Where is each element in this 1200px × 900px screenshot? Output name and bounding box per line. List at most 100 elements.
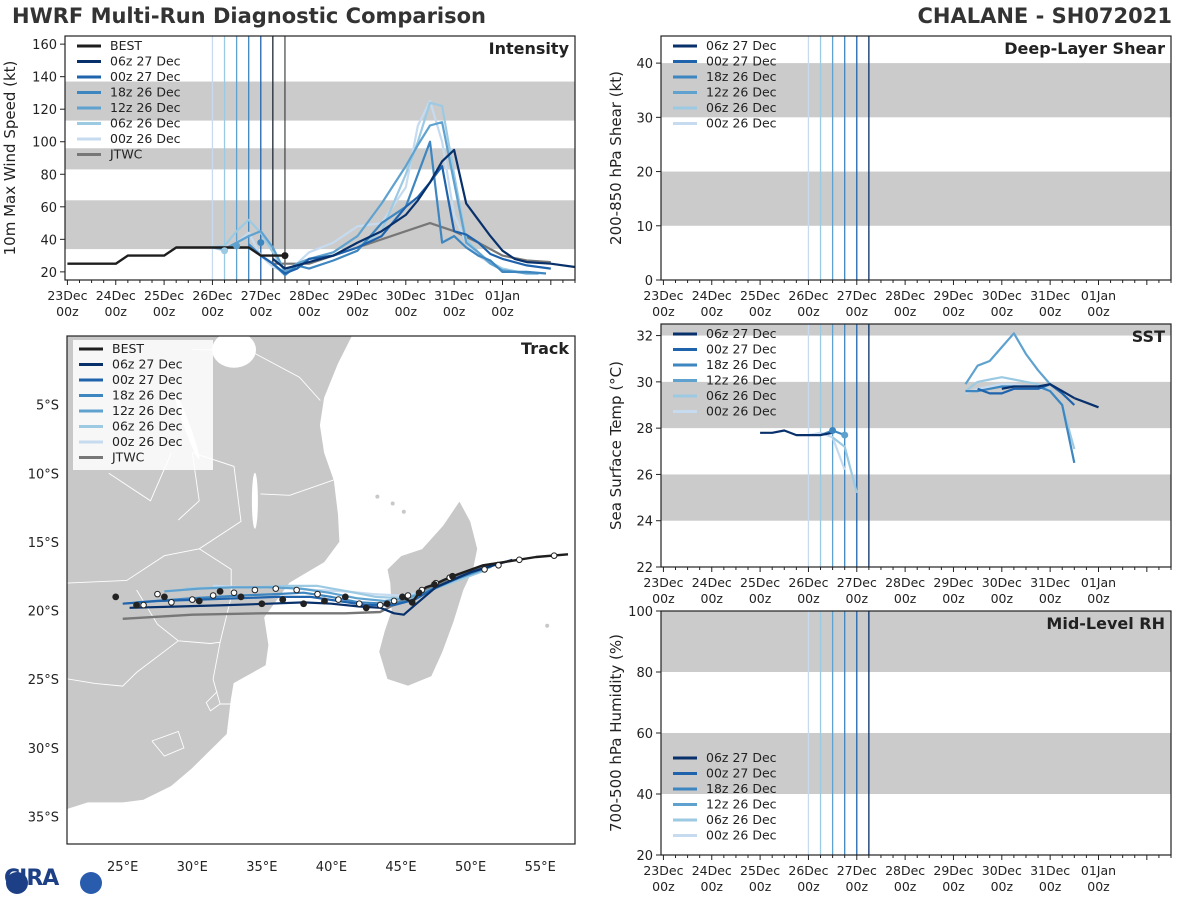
rh-legend-label: 06z 27 Dec <box>706 750 777 765</box>
shear-xtick-label: 00z <box>894 304 917 319</box>
intensity-xtick-label: 26Dec <box>192 288 232 303</box>
sst-series-line <box>831 436 858 494</box>
track-legend-label: 00z 27 Dec <box>112 372 183 387</box>
sst-panel: 22242628303223Dec00z24Dec00z25Dec00z26De… <box>607 323 1172 606</box>
country-border <box>205 691 221 712</box>
intensity-ytick-label: 40 <box>40 233 57 248</box>
intensity-xtick-label: 00z <box>153 304 176 319</box>
country-border <box>212 642 232 705</box>
country-border <box>151 730 185 757</box>
sst-legend-label: 06z 26 Dec <box>706 388 777 403</box>
shear-xtick-label: 30Dec <box>982 288 1022 303</box>
track-legend-label: BEST <box>112 341 144 356</box>
sst-ylabel: Sea Surface Temp (°C) <box>607 361 625 530</box>
sst-xtick-label: 00z <box>894 591 917 606</box>
sst-xtick-label: 01Jan <box>1081 575 1116 590</box>
track-filled-marker <box>415 589 423 597</box>
rh-ytick-label: 20 <box>636 849 653 864</box>
rh-legend-label: 06z 26 Dec <box>706 812 777 827</box>
intensity-legend-label: BEST <box>110 38 142 53</box>
track-title: Track <box>521 339 569 358</box>
shear-legend-label: 12z 26 Dec <box>706 85 777 100</box>
rh-ytick-label: 40 <box>636 788 653 803</box>
rh-legend-label: 00z 27 Dec <box>706 766 777 781</box>
shear-xtick-label: 00z <box>701 304 724 319</box>
intensity-legend-label: 18z 26 Dec <box>110 85 181 100</box>
shear-title: Deep-Layer Shear <box>1004 39 1165 58</box>
track-xtick-label: 35°E <box>246 860 277 875</box>
intensity-ytick-label: 60 <box>40 201 57 216</box>
rh-xtick-label: 00z <box>894 879 917 894</box>
shear-ytick-label: 40 <box>636 57 653 72</box>
intensity-xtick-label: 29Dec <box>337 288 377 303</box>
cira-logo-mark <box>6 872 102 894</box>
rh-xtick-label: 00z <box>1039 879 1062 894</box>
sst-xtick-label: 00z <box>991 591 1014 606</box>
rh-xtick-label: 00z <box>701 879 724 894</box>
intensity-legend-label: JTWC <box>109 147 143 162</box>
track-legend-label: 12z 26 Dec <box>112 403 183 418</box>
intensity-best-point <box>281 252 289 260</box>
intensity-ylabel: 10m Max Wind Speed (kt) <box>1 61 19 256</box>
track-open-marker <box>209 592 217 599</box>
sst-legend-label: 00z 27 Dec <box>706 342 777 357</box>
sst-legend-label: 00z 26 Dec <box>706 404 777 419</box>
track-panel: 25°E 30°E 35°E 40°E 45°E 50°E 55°E 5°S 10°S 15°S 2… <box>28 335 576 875</box>
sst-xtick-label: 00z <box>1039 591 1062 606</box>
intensity-ytick-label: 160 <box>32 38 57 53</box>
sst-xtick-label: 31Dec <box>1030 575 1070 590</box>
country-border <box>192 349 321 401</box>
intensity-legend-label: 00z 27 Dec <box>110 69 181 84</box>
shear-xtick-label: 25Dec <box>740 288 780 303</box>
track-filled-marker <box>362 604 370 612</box>
track-filled-marker <box>237 593 245 601</box>
intensity-xtick-label: 00z <box>56 304 79 319</box>
rh-legend-label: 00z 26 Dec <box>706 828 777 843</box>
rh-xtick-label: 00z <box>942 879 965 894</box>
rh-ytick-label: 80 <box>636 666 653 681</box>
rh-xtick-label: 01Jan <box>1081 863 1116 878</box>
shear-band <box>661 63 1171 118</box>
shear-xtick-label: 29Dec <box>933 288 973 303</box>
track-open-marker <box>251 586 259 594</box>
rh-xtick-label: 23Dec <box>643 863 683 878</box>
shear-band <box>661 171 1171 226</box>
rh-xtick-label: 28Dec <box>885 863 925 878</box>
rh-ylabel: 700-500 hPa Humidity (%) <box>607 634 625 832</box>
sst-xtick-label: 30Dec <box>982 575 1022 590</box>
island <box>390 501 395 506</box>
track-xtick-label: 25°E <box>107 860 138 875</box>
track-xtick-label: 30°E <box>177 860 208 875</box>
globe-icon <box>6 872 28 894</box>
intensity-ytick-label: 20 <box>40 266 57 281</box>
track-open-marker <box>355 600 363 608</box>
sst-title: SST <box>1132 327 1165 346</box>
sst-xtick-label: 25Dec <box>740 575 780 590</box>
shear-ytick-label: 10 <box>636 220 653 235</box>
intensity-xtick-label: 00z <box>346 304 369 319</box>
intensity-xtick-label: 27Dec <box>241 288 281 303</box>
sst-xtick-label: 00z <box>652 591 675 606</box>
sst-legend-label: 06z 27 Dec <box>706 326 777 341</box>
shear-xtick-label: 00z <box>652 304 675 319</box>
shear-panel: 01020304023Dec00z24Dec00z25Dec00z26Dec00… <box>607 35 1172 319</box>
track-open-marker <box>272 585 280 592</box>
sst-ytick-label: 28 <box>636 422 653 437</box>
shear-legend-label: 00z 26 Dec <box>706 116 777 131</box>
intensity-frame <box>64 35 576 281</box>
island <box>401 509 406 514</box>
country-border <box>67 640 179 687</box>
intensity-xtick-label: 01Jan <box>485 288 520 303</box>
track-legend-bg <box>73 340 213 470</box>
track-ytick-label: 30°S <box>28 742 59 757</box>
shear-xtick-label: 24Dec <box>692 288 732 303</box>
track-open-marker <box>140 601 147 609</box>
shear-xtick-label: 00z <box>942 304 965 319</box>
rh-xtick-label: 24Dec <box>692 863 732 878</box>
rh-band <box>661 733 1171 794</box>
rh-xtick-label: 00z <box>797 879 820 894</box>
track-open-marker <box>404 592 412 599</box>
rh-xtick-label: 00z <box>652 879 675 894</box>
intensity-band <box>65 81 575 121</box>
